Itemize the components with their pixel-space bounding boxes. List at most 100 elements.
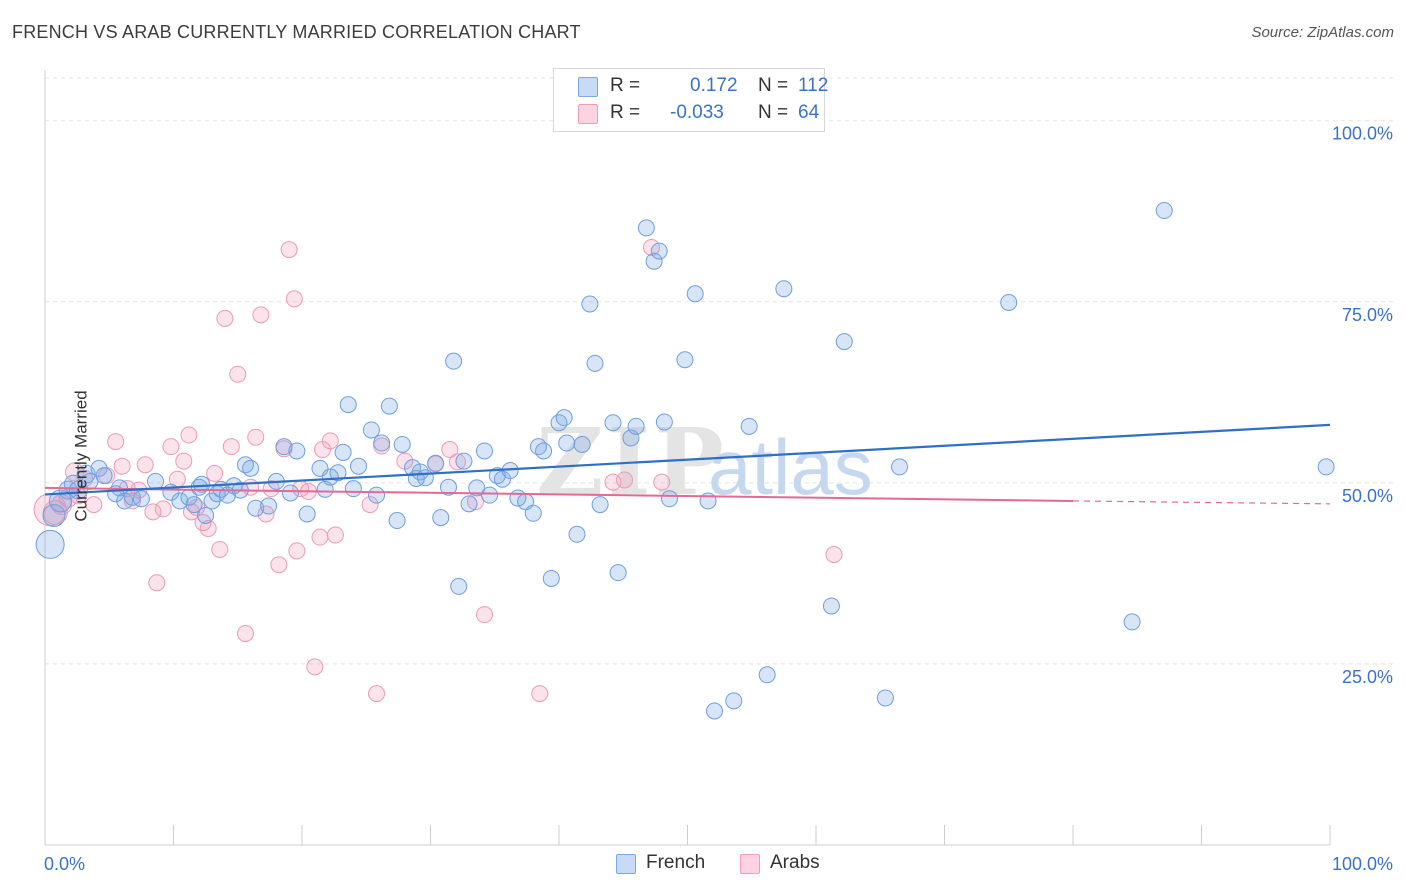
french-point	[350, 457, 368, 475]
arabs-point	[113, 457, 131, 475]
arabs-point	[216, 309, 234, 327]
french-legend-label: French	[646, 852, 706, 873]
french-point	[524, 504, 542, 522]
french-point	[281, 484, 299, 502]
chart-title: FRENCH VS ARAB CURRENTLY MARRIED CORRELA…	[12, 22, 581, 42]
source-label: Source: ZipAtlas.com	[1251, 24, 1394, 41]
french-point	[445, 352, 463, 370]
arabs-point	[247, 428, 265, 446]
french-point	[1123, 613, 1141, 631]
french-r-value: 0.172	[690, 75, 738, 96]
arabs-point	[361, 496, 379, 514]
french-point	[775, 280, 793, 298]
french-point	[876, 689, 894, 707]
arabs-point	[162, 438, 180, 456]
french-n-label: N =	[758, 75, 789, 96]
french-point	[185, 496, 203, 514]
arabs-swatch	[578, 104, 598, 124]
french-point	[650, 242, 668, 260]
french-point	[193, 475, 211, 493]
french-point	[58, 480, 78, 500]
french-point	[388, 512, 406, 530]
french-point	[275, 438, 293, 456]
arabs-point	[180, 426, 198, 444]
french-point	[339, 396, 357, 414]
french-point	[288, 442, 306, 460]
french-point	[321, 468, 339, 486]
arabs-point	[252, 306, 270, 324]
arabs-point	[368, 685, 386, 703]
french-point	[1000, 294, 1018, 311]
y-axis-label: Currently Married	[71, 390, 91, 522]
french-point	[645, 252, 663, 270]
arabs-n-label: N =	[758, 102, 789, 123]
french-point	[298, 505, 316, 523]
arabs-point	[144, 503, 162, 521]
french-r-label: R =	[610, 75, 641, 96]
french-point	[362, 421, 380, 439]
arabs-point	[531, 685, 549, 703]
french-point	[661, 490, 679, 508]
grid-lines	[45, 77, 1395, 665]
french-point	[95, 467, 113, 485]
x-tick-label: 100.0%	[1332, 854, 1393, 874]
french-point	[891, 458, 909, 476]
trend-lines	[44, 423, 1331, 505]
french-point	[247, 499, 265, 517]
arabs-point	[321, 432, 339, 450]
french-point	[725, 692, 743, 710]
french-point	[147, 472, 165, 490]
french-point	[758, 666, 776, 684]
french-point	[627, 417, 645, 435]
french-point	[427, 454, 445, 472]
french-point	[705, 702, 723, 720]
french-point	[1317, 458, 1335, 476]
arabs-point	[199, 519, 217, 537]
arabs-point	[154, 500, 172, 518]
arabs-point	[270, 556, 288, 574]
french-point	[171, 492, 189, 510]
arabs-legend-label: Arabs	[770, 852, 820, 873]
arabs-point	[148, 574, 166, 592]
arabs-point	[288, 542, 306, 560]
french-point	[591, 496, 609, 514]
stats-legend: R = 0.172 N = 112 R = -0.033 N = 64	[553, 68, 829, 132]
arabs-point	[825, 546, 843, 564]
x-tick-label: 0.0%	[44, 854, 85, 874]
y-tick-label: 25.0%	[1342, 667, 1393, 687]
arabs-point	[311, 528, 329, 546]
french-point	[35, 529, 65, 559]
french-point	[393, 435, 411, 453]
y-tick-label: 50.0%	[1342, 486, 1393, 506]
french-point	[637, 219, 655, 237]
french-point	[42, 503, 66, 527]
french-point	[260, 497, 278, 515]
arabs-point	[65, 462, 85, 482]
arabs-point	[85, 496, 103, 514]
y-tick-label: 100.0%	[1332, 124, 1393, 144]
arabs-point	[229, 365, 247, 383]
arabs-legend-swatch	[740, 854, 760, 874]
french-point	[48, 489, 72, 513]
french-trend-line	[44, 423, 1331, 496]
french-n-value: 112	[798, 75, 829, 96]
arabs-r-label: R =	[610, 102, 641, 123]
y-tick-label: 75.0%	[1342, 305, 1393, 325]
french-point	[475, 442, 493, 460]
french-point	[460, 495, 478, 513]
french-point	[329, 464, 347, 482]
french-point	[535, 442, 553, 460]
arabs-point	[475, 606, 493, 624]
french-point	[822, 597, 840, 615]
french-point	[1155, 202, 1173, 220]
french-point	[835, 333, 853, 351]
arabs-trend-extension	[1072, 500, 1331, 505]
arabs-n-value: 64	[798, 102, 820, 123]
french-point	[686, 285, 704, 303]
french-point	[468, 479, 486, 497]
arabs-point	[107, 433, 125, 451]
arabs-point	[653, 473, 671, 491]
french-point	[586, 354, 604, 372]
french-point	[740, 417, 758, 435]
